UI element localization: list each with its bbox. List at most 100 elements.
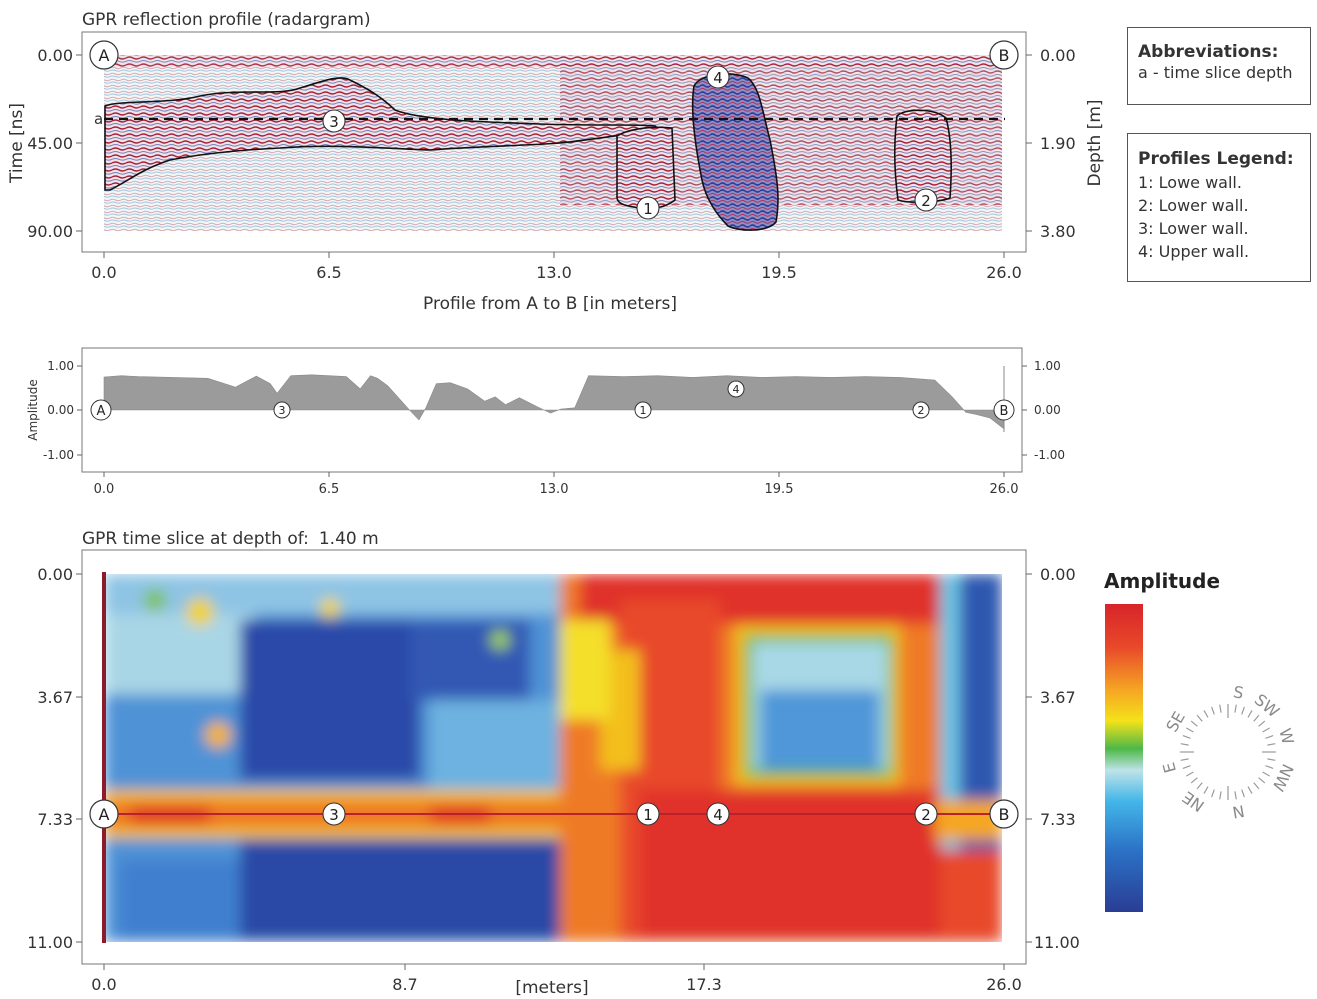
compass-tick	[1186, 771, 1194, 777]
svg-text:A: A	[99, 805, 110, 824]
compass-label-e: E	[1159, 760, 1180, 775]
slice-xtick-0: 0.0	[91, 975, 116, 994]
compass-tick	[1180, 743, 1189, 746]
compass-label-s: S	[1232, 682, 1245, 702]
timeslice-heatmap	[104, 574, 1002, 942]
amp-ytick-0: 1.00	[47, 359, 74, 373]
compass-tick	[1247, 710, 1253, 718]
compass-tick	[1253, 714, 1260, 722]
radargram-xtick-4: 26.0	[986, 263, 1022, 282]
slice-ytick-2: 7.33	[37, 810, 73, 829]
profiles-legend-item-2: 2: Lower wall.	[1138, 196, 1249, 215]
marker-b: B	[989, 40, 1019, 70]
amplitude-panel: A 3 1 4 2 B 1.00 0.00 -1.00 1.00 0.00 -1…	[26, 347, 1065, 497]
amp-marker-3: 3	[273, 401, 291, 419]
amp-marker-2: 2	[912, 401, 930, 419]
radargram-yticks-left: 0.00 45.00 90.00	[27, 46, 82, 241]
compass-tick	[1211, 789, 1215, 798]
compass-tick	[1267, 743, 1276, 746]
slice-xtick-1: 8.7	[392, 975, 417, 994]
compass-tick	[1211, 706, 1215, 715]
feature-region-3	[104, 77, 663, 191]
slice-rtick-1: 3.67	[1040, 688, 1076, 707]
marker-3: 3	[322, 109, 346, 133]
slice-ytick-0: 0.00	[37, 565, 73, 584]
compass-label-se: SE	[1162, 708, 1189, 735]
radargram-ytick-0: 0.00	[37, 46, 73, 65]
compass-tick	[1262, 771, 1270, 777]
amplitude-markers: A 3 1 4 2 B	[90, 380, 1015, 421]
amp-marker-a: A	[90, 399, 112, 421]
svg-text:4: 4	[713, 806, 723, 824]
compass-tick	[1234, 704, 1237, 713]
compass-tick	[1219, 704, 1222, 713]
compass-tick	[1203, 786, 1209, 794]
svg-text:3: 3	[329, 113, 339, 131]
amp-xtick-0: 0.0	[94, 482, 115, 497]
compass-label-n: N	[1231, 801, 1246, 822]
amplitude-area	[103, 374, 1005, 430]
compass-label-nw: NW	[1268, 761, 1297, 794]
marker-a: A	[89, 40, 119, 70]
slice-marker-b: B	[989, 799, 1019, 829]
amp-marker-b: B	[993, 399, 1015, 421]
slice-markers: A 3 1 4 2 B	[89, 799, 1019, 829]
marker-1: 1	[636, 196, 660, 220]
compass-tick	[1182, 735, 1191, 739]
radargram-title: GPR reflection profile (radargram)	[82, 10, 371, 30]
colorbar-title: Amplitude	[1104, 569, 1220, 593]
svg-text:2: 2	[921, 806, 931, 824]
svg-text:2: 2	[918, 404, 925, 417]
radargram-xtick-2: 13.0	[536, 263, 572, 282]
amp-xtick-4: 26.0	[990, 482, 1019, 497]
profiles-legend-box: Profiles Legend: 1: Lowe wall. 2: Lower …	[1127, 133, 1311, 282]
compass-tick	[1262, 727, 1270, 733]
colorbar: Amplitude	[1104, 569, 1220, 912]
slice-ytick-1: 3.67	[37, 688, 73, 707]
svg-text:A: A	[99, 46, 110, 65]
compass-tick	[1186, 727, 1194, 733]
svg-text:1: 1	[640, 404, 647, 417]
svg-text:B: B	[999, 46, 1010, 65]
slice-marker-1: 1	[636, 802, 660, 826]
timeslice-xticks: 0.0 8.7 17.3 26.0	[91, 964, 1022, 994]
slice-marker-3: 3	[322, 802, 346, 826]
profiles-legend-item-3: 3: Lower wall.	[1138, 219, 1249, 238]
amplitude-ylabel: Amplitude	[26, 379, 40, 441]
compass-tick	[1182, 765, 1191, 769]
amp-rtick-0: 1.00	[1034, 359, 1061, 373]
svg-text:B: B	[999, 805, 1010, 824]
amp-marker-4: 4	[727, 380, 745, 398]
radargram-ylabel-left: Time [ns]	[7, 103, 27, 184]
svg-text:1: 1	[643, 200, 653, 218]
radargram-xtick-1: 6.5	[316, 263, 341, 282]
slice-marker-4: 4	[706, 802, 730, 826]
feature-region-4	[691, 73, 779, 231]
abbreviations-title: Abbreviations:	[1138, 42, 1279, 62]
svg-text:3: 3	[329, 806, 339, 824]
marker-2: 2	[914, 188, 938, 212]
amplitude-xticks: 0.0 6.5 13.0 19.5 26.0	[94, 472, 1019, 497]
svg-text:4: 4	[733, 383, 740, 396]
colorbar-gradient	[1105, 604, 1143, 912]
compass-tick	[1196, 782, 1203, 790]
compass-tick	[1190, 777, 1198, 784]
slice-xtick-3: 26.0	[986, 975, 1022, 994]
compass-tick	[1190, 720, 1198, 727]
compass-tick	[1258, 777, 1266, 784]
compass-tick	[1267, 758, 1276, 761]
compass-label-w: W	[1275, 726, 1297, 746]
compass-tick	[1253, 782, 1260, 790]
radargram-ytick-1: 45.00	[27, 134, 73, 153]
compass-tick	[1203, 710, 1209, 718]
svg-text:A: A	[97, 404, 106, 419]
compass-tick	[1241, 706, 1245, 715]
profiles-legend-item-4: 4: Upper wall.	[1138, 242, 1250, 261]
amp-xtick-3: 19.5	[765, 482, 794, 497]
compass-tick	[1258, 720, 1266, 727]
slice-rtick-2: 7.33	[1040, 810, 1076, 829]
svg-text:1: 1	[643, 806, 653, 824]
radargram-xticks: 0.0 6.5 13.0 19.5 26.0	[91, 252, 1022, 282]
marker-4: 4	[706, 65, 730, 89]
